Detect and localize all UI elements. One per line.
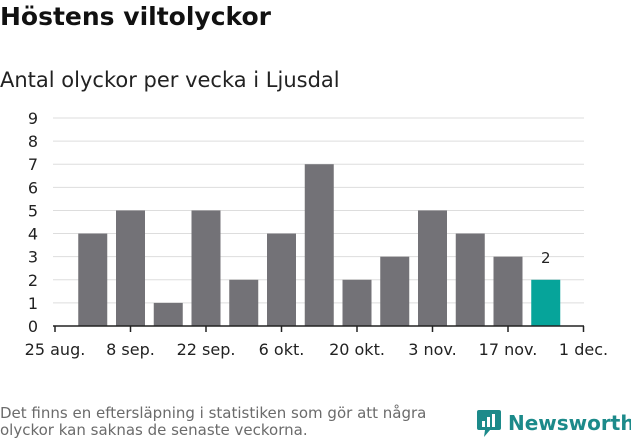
chart-title: Höstens viltolyckor [0, 2, 271, 31]
data-label: 2 [541, 249, 551, 267]
y-tick-label: 5 [28, 201, 38, 220]
bar [267, 233, 296, 326]
bar [78, 233, 108, 326]
y-tick-label: 9 [28, 109, 38, 128]
x-tick-label: 6 okt. [259, 340, 305, 359]
newsworthy-logo-icon [477, 410, 501, 437]
y-tick-label: 3 [28, 248, 38, 267]
x-tick-label: 25 aug. [25, 340, 86, 359]
footnote: Det finns en eftersläpning i statistiken… [0, 404, 427, 439]
bar [153, 302, 183, 326]
bar [229, 279, 259, 326]
x-tick-label: 20 okt. [329, 340, 385, 359]
bar [304, 164, 334, 326]
bar [116, 210, 145, 326]
y-tick-label: 7 [28, 155, 38, 174]
bar [418, 210, 447, 326]
x-tick-label: 17 nov. [479, 340, 538, 359]
bar [191, 210, 221, 326]
bar [455, 233, 485, 326]
bar [342, 279, 372, 326]
bar [531, 279, 561, 326]
brand-name: Newsworthy [508, 411, 631, 435]
bar [493, 256, 523, 326]
y-tick-label: 2 [28, 271, 38, 290]
bar [380, 256, 410, 326]
y-tick-label: 0 [28, 317, 38, 336]
y-tick-label: 4 [28, 225, 38, 244]
bar-chart: 0 1 2 3 4 5 6 7 8 9 2 25 aug. 8 sep. 22 sep. 6 okt. 20 … [25, 109, 608, 359]
x-tick-label: 8 sep. [106, 340, 155, 359]
x-tick-label: 1 dec. [559, 340, 608, 359]
brand-logo: Newsworthy [476, 407, 631, 439]
x-tick-label: 22 sep. [177, 340, 236, 359]
y-tick-label: 6 [28, 178, 38, 197]
chart-subtitle: Antal olyckor per vecka i Ljusdal [0, 68, 340, 92]
x-tick-label: 3 nov. [408, 340, 457, 359]
y-tick-label: 8 [28, 132, 38, 151]
y-tick-label: 1 [28, 294, 38, 313]
